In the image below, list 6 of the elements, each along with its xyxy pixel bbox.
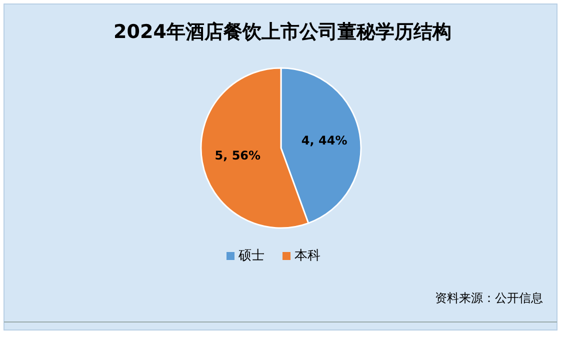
text: 资料来源：公开信息 bbox=[435, 291, 543, 305]
data-label: 4, 44% bbox=[301, 133, 348, 148]
legend-label: 本科 bbox=[294, 248, 320, 264]
legend-label: 硕士 bbox=[238, 248, 264, 264]
chart-title: 2024年酒店餐饮上市公司董秘学历结构 bbox=[114, 21, 452, 43]
data-label: 5, 56% bbox=[214, 148, 261, 163]
